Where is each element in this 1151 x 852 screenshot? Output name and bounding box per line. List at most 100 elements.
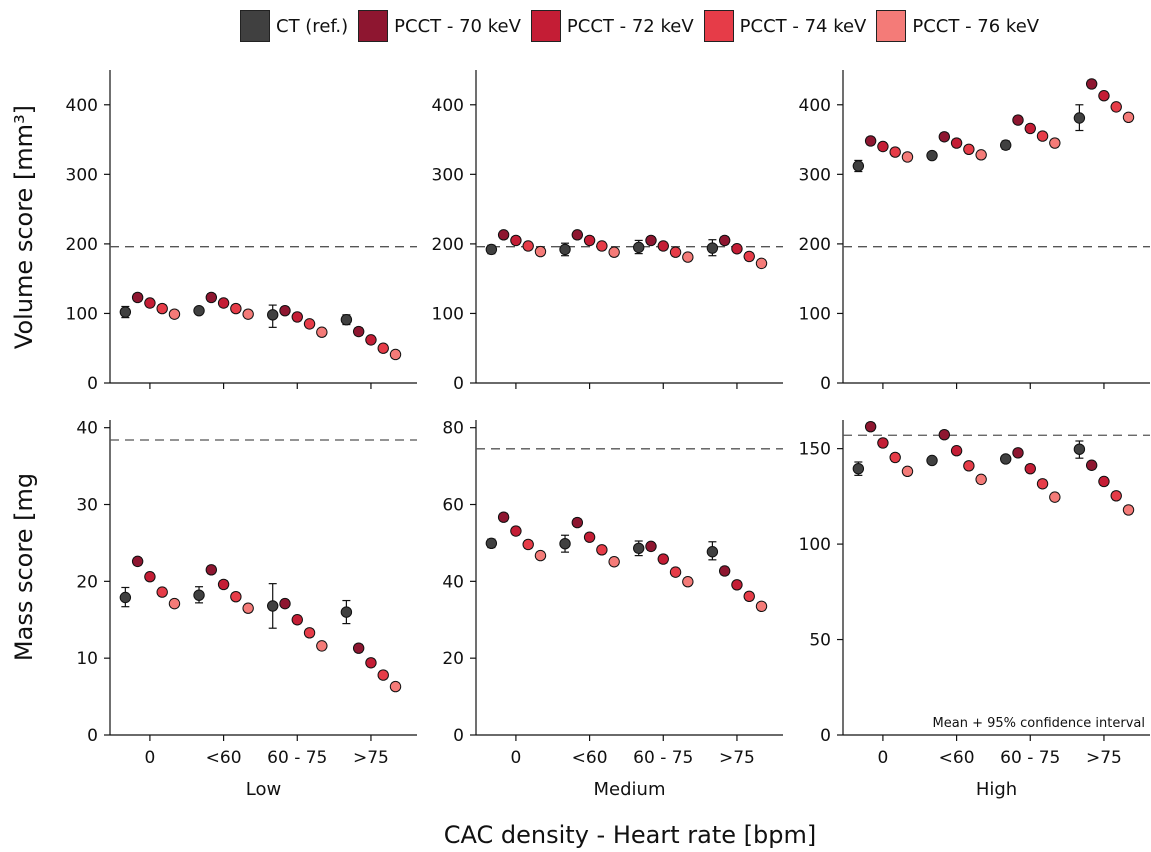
data-point [864,420,877,433]
data-point [877,437,889,449]
panel-volume-low: 0 100 200 300 400 [66,70,417,394]
data-point [377,342,389,354]
data-point [340,314,353,326]
y-tick-label: 200 [66,235,98,255]
data-point [608,556,620,568]
y-tick-label: 60 [442,496,464,516]
data-point [316,640,328,652]
legend-swatch-ct [240,10,270,42]
y-tick-label: 200 [432,235,464,255]
data-point [963,460,975,472]
data-point [889,146,901,158]
data-point [168,597,181,610]
data-point [389,348,402,361]
data-point [279,304,291,317]
y-tick-label: 100 [799,304,831,324]
data-point [1073,112,1086,124]
x-tick-label: >75 [1086,748,1122,768]
x-tick-label: >75 [719,748,755,768]
data-point [242,308,254,320]
panel-mass-medium: 0 20 40 60 80 0 <60 60 - 75 >75 Medium [442,419,783,800]
data-point [669,246,682,258]
data-point [510,525,522,537]
data-point [608,246,620,258]
data-point [1110,490,1122,502]
data-point [583,531,596,543]
data-point [950,445,963,457]
group-label: Medium [594,779,666,800]
data-point [657,240,669,252]
data-point [1024,462,1036,475]
data-point [1085,459,1098,471]
data-point [901,465,914,478]
data-point [1073,443,1086,455]
x-tick-label: <60 [939,748,975,768]
data-point [926,454,938,467]
data-point [718,234,731,247]
data-point [1012,447,1024,459]
data-point [596,544,608,556]
x-tick-label: 60 - 75 [633,748,693,768]
data-point [205,291,218,304]
data-point [389,680,402,693]
legend-item-pcct-70: PCCT - 70 keV [358,10,521,42]
data-point [485,243,498,256]
data-point [559,243,571,256]
data-point [303,318,316,330]
data-point [365,657,377,669]
legend-swatch-pcct-74 [703,10,734,42]
data-point [1036,478,1049,490]
group-label: Low [246,779,281,800]
data-point [510,234,522,247]
y-tick-label: 0 [453,374,464,394]
data-point [291,614,303,626]
y-tick-label: 80 [442,419,464,439]
y-tick-label: 40 [76,419,98,439]
data-point [230,591,242,603]
legend-item-pcct-72: PCCT - 72 keV [530,10,694,42]
data-point [1110,101,1122,113]
y-tick-label: 0 [820,726,831,746]
data-point [852,462,865,475]
x-tick-label: 60 - 75 [1000,748,1060,768]
data-point [1049,491,1061,503]
data-point [497,511,510,523]
y-tick-label: 200 [799,235,831,255]
data-point [131,291,144,304]
data-point [534,245,547,258]
panel-volume-medium: 0 100 200 300 400 [432,70,783,394]
data-point [718,565,731,577]
data-point [522,240,534,252]
x-tick-label: <60 [206,748,242,768]
x-tick-label: >75 [353,748,389,768]
data-point [193,304,205,317]
data-point [267,309,279,321]
legend-item-ct: CT (ref.) [240,10,348,42]
y-tick-label: 400 [799,96,831,116]
data-point [1122,504,1135,516]
data-point [156,586,168,598]
legend-label-pcct-72: PCCT - 72 keV [566,15,694,37]
data-point [571,229,584,241]
legend-item-pcct-76: PCCT - 76 keV [876,10,1039,42]
data-point [755,257,768,270]
data-point [657,553,669,565]
y-tick-label: 20 [442,649,464,669]
panel-mass-high: 0 50 100 150 0 <60 60 - 75 >75 High [799,420,1150,800]
data-point [864,135,877,147]
data-point [571,516,584,529]
data-point [682,576,694,588]
legend-swatch-pcct-76 [876,10,907,42]
y-tick-label: 400 [66,96,98,116]
data-point [1000,453,1012,465]
y-tick-label: 10 [76,649,98,669]
data-point [352,325,365,338]
y-axis-title-mass: Mass score [mg [10,473,38,661]
data-point [938,429,951,441]
data-point [316,326,328,338]
data-point [901,151,914,163]
y-tick-label: 50 [809,631,831,651]
data-point [242,602,254,614]
y-axis-title-volume: Volume score [mm³] [10,105,38,349]
data-point [1000,139,1012,151]
